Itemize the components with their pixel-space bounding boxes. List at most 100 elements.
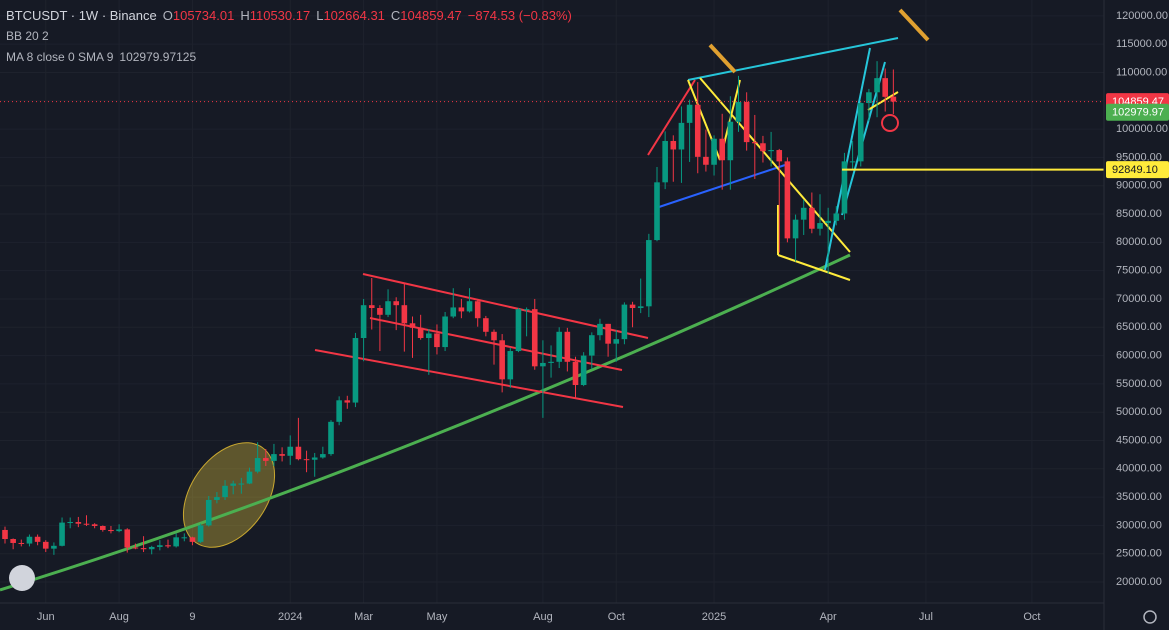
y-tick-label: 115000.00 (1116, 38, 1167, 50)
candle-body (743, 101, 750, 143)
candle-body (711, 138, 717, 165)
candle-body (140, 548, 147, 550)
trend-line (824, 47, 871, 271)
x-tick-label: Aug (533, 611, 553, 623)
y-tick-label: 85000.00 (1116, 208, 1162, 220)
value: 104859.47 (400, 8, 462, 23)
candle-body (352, 338, 359, 403)
change: −874.53 (−0.83%) (467, 8, 572, 23)
candle-body (100, 525, 106, 530)
label: H (240, 8, 250, 23)
candle-body (466, 301, 473, 312)
x-tick-label: Oct (608, 611, 625, 623)
candle-body (442, 316, 448, 348)
x-tick-label: 2024 (278, 611, 302, 623)
candle-body (629, 304, 636, 309)
candle-body (857, 103, 864, 162)
indicator-name[interactable]: BB 20 2 (6, 29, 49, 43)
y-tick-label: 110000.00 (1116, 66, 1167, 78)
price-tag-label: 102979.97 (1112, 107, 1164, 119)
candle-body (271, 454, 277, 461)
trend-line (777, 254, 851, 281)
candle-body (735, 101, 742, 122)
label: O (162, 8, 173, 23)
x-tick-label: Oct (1023, 611, 1040, 623)
candle-body (287, 446, 294, 456)
candle-body (613, 339, 620, 344)
candle-body (42, 541, 49, 549)
candle-body (662, 140, 668, 183)
indicator-row: BB 20 2 (6, 26, 572, 47)
candle-body (654, 182, 660, 241)
candle-body (401, 305, 408, 324)
candle-body (18, 542, 25, 544)
candle-body (694, 104, 701, 157)
candle-body (646, 240, 652, 307)
hammer-icon (898, 8, 930, 42)
logo (9, 565, 35, 591)
ohlc: L102664.31 (316, 5, 385, 26)
candle-body (499, 340, 505, 380)
candle-body (776, 150, 783, 162)
candle-body (483, 318, 489, 332)
candle-body (833, 213, 840, 221)
x-tick-label: Mar (354, 611, 373, 623)
candle-body (760, 143, 766, 152)
candle-body (491, 331, 497, 341)
y-tick-label: 80000.00 (1116, 236, 1162, 248)
candle-body (230, 483, 236, 486)
candle-body (597, 323, 603, 336)
y-tick-label: 75000.00 (1116, 265, 1162, 277)
candle-body (752, 142, 758, 144)
drawings (0, 8, 930, 592)
candle-body (580, 355, 587, 386)
candle-body (450, 307, 457, 317)
candle-body (83, 523, 90, 525)
candle-body (792, 219, 799, 239)
price-lines (0, 101, 1104, 171)
indicator-row: MA 8 close 0 SMA 9 102979.97125 (6, 47, 572, 68)
candle-body (849, 161, 856, 163)
candles (2, 61, 897, 555)
y-tick-label: 35000.00 (1116, 491, 1162, 503)
x-tick-label: Aug (109, 611, 129, 623)
trend-line (647, 79, 696, 156)
y-tick-label: 30000.00 (1116, 519, 1162, 531)
candle-body (572, 361, 579, 386)
candle-body (866, 92, 872, 104)
candle-body (91, 524, 98, 526)
candle-body (116, 529, 122, 532)
candle-body (809, 207, 815, 229)
candle-body (385, 301, 391, 315)
candle-body (531, 309, 538, 367)
label: C (390, 8, 401, 23)
candle-body (458, 307, 465, 312)
candle-body (336, 400, 342, 422)
candle-body (409, 323, 416, 328)
candle-body (263, 458, 269, 461)
label: L (316, 8, 324, 23)
y-tick-label: 70000.00 (1116, 293, 1162, 305)
candle-body (621, 304, 628, 340)
candle-body (328, 421, 334, 455)
channel-line (314, 349, 624, 408)
y-tick-label: 90000.00 (1116, 180, 1162, 192)
candle-body (311, 457, 318, 460)
candle-body (800, 207, 807, 220)
candle-body (222, 485, 228, 498)
settings-icon[interactable] (1143, 610, 1157, 624)
candle-body (173, 537, 179, 547)
x-tick-label: Jun (37, 611, 55, 623)
value: 110530.17 (249, 8, 311, 23)
candle-body (564, 331, 571, 362)
candle-body (556, 331, 562, 362)
ohlc: O105734.01 (163, 5, 235, 26)
indicator-name[interactable]: MA 8 close 0 SMA 9 (6, 50, 114, 64)
candle-body (181, 537, 188, 539)
candle-body (295, 446, 302, 460)
trend-line (699, 77, 851, 253)
candle-body (205, 499, 212, 526)
x-tick-label: 9 (189, 611, 195, 623)
trend-line (687, 37, 899, 81)
x-tick-label: Jul (919, 611, 933, 623)
